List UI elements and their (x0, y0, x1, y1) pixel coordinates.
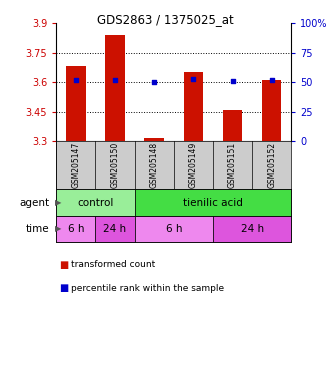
Bar (223, 110, 242, 141)
Text: 6 h: 6 h (68, 224, 84, 234)
Text: agent: agent (20, 197, 50, 207)
Text: GSM205147: GSM205147 (71, 142, 80, 189)
Point (191, 76, 196, 82)
Text: GSM205149: GSM205149 (189, 142, 198, 189)
Text: control: control (77, 197, 114, 207)
Text: GSM205152: GSM205152 (267, 142, 276, 189)
Bar (105, 35, 125, 141)
Text: 24 h: 24 h (241, 224, 264, 234)
Text: tienilic acid: tienilic acid (183, 197, 243, 207)
Bar (135, 216, 213, 242)
Bar (56, 189, 135, 216)
Text: GSM205148: GSM205148 (150, 142, 159, 189)
Bar (184, 72, 203, 141)
Text: ■: ■ (60, 260, 69, 270)
Bar (66, 66, 86, 141)
Text: percentile rank within the sample: percentile rank within the sample (71, 283, 224, 293)
Text: GSM205151: GSM205151 (228, 142, 237, 189)
Bar (144, 138, 164, 141)
Text: 24 h: 24 h (104, 224, 126, 234)
Point (73, 77, 78, 83)
Text: GDS2863 / 1375025_at: GDS2863 / 1375025_at (97, 13, 234, 26)
Bar (95, 216, 135, 242)
Text: ■: ■ (60, 283, 69, 293)
Text: transformed count: transformed count (71, 260, 156, 270)
Bar (56, 216, 95, 242)
Bar (262, 80, 281, 141)
Point (152, 79, 157, 85)
Text: ▶: ▶ (55, 198, 61, 207)
Point (230, 78, 235, 84)
Text: 6 h: 6 h (166, 224, 182, 234)
Text: time: time (26, 224, 50, 234)
Point (113, 77, 118, 83)
Point (269, 77, 274, 83)
Bar (213, 216, 291, 242)
Text: GSM205150: GSM205150 (111, 142, 119, 189)
Bar (135, 189, 291, 216)
Text: ▶: ▶ (55, 224, 61, 233)
